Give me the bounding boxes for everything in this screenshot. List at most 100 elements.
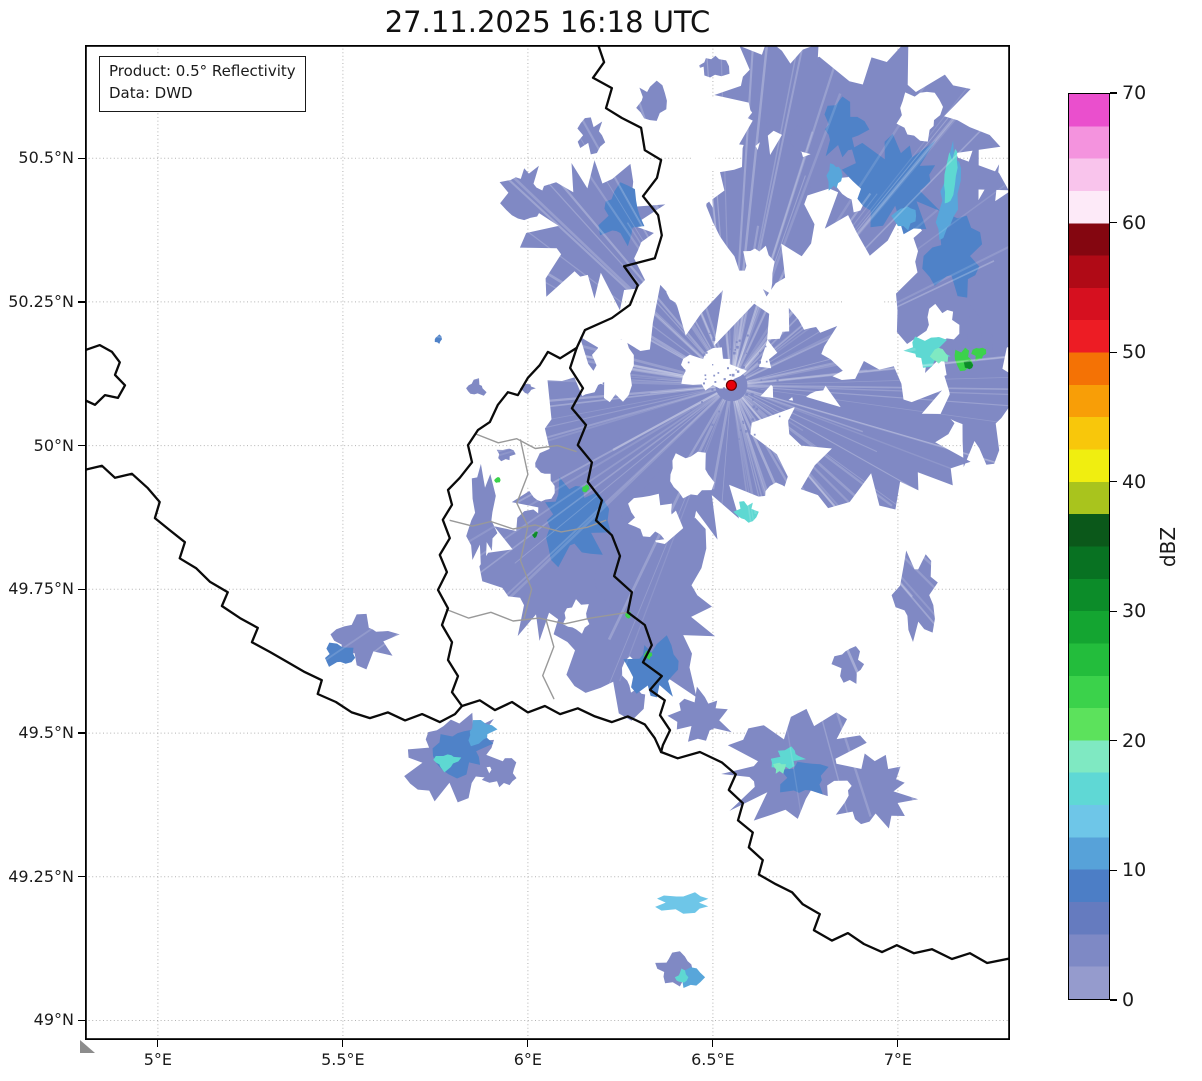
echo-speckle — [723, 378, 726, 381]
beam-streak — [736, 399, 894, 753]
echo-speckle — [745, 393, 748, 396]
colorbar-tick-label: 30 — [1122, 600, 1147, 623]
info-source-line: Data: DWD — [109, 83, 193, 102]
echo-gap — [627, 493, 673, 539]
beam-streak — [619, 400, 727, 682]
echo-speckle — [711, 423, 714, 426]
beam-streak — [515, 129, 722, 374]
beam-streak — [616, 365, 716, 385]
radar-echo — [577, 117, 606, 155]
beam-streak — [744, 393, 804, 432]
radar-echo — [598, 182, 645, 247]
beam-streak — [372, 53, 721, 376]
beam-streak — [383, 314, 716, 384]
y-tick — [78, 301, 85, 303]
echo-speckle — [778, 415, 781, 418]
radar-echo — [780, 761, 829, 795]
radar-echo — [733, 501, 759, 523]
x-tick-label: 6.5°E — [691, 1050, 735, 1069]
beam-streak — [740, 396, 914, 598]
radar-echo — [766, 307, 843, 416]
x-tick-label: 7°E — [883, 1050, 913, 1069]
beam-streak — [545, 179, 722, 374]
echo-speckle — [738, 339, 741, 342]
beam-streak — [740, 51, 1010, 374]
radar-echo — [971, 347, 987, 362]
colorbar-tick — [1110, 92, 1117, 94]
echo-speckle — [758, 361, 761, 364]
echo-speckle — [745, 352, 747, 354]
x-tick-label: 5°E — [143, 1050, 173, 1069]
beam-streak — [303, 124, 719, 379]
radar-echo — [922, 214, 983, 298]
beam-streak — [514, 395, 720, 564]
beam-streak — [741, 396, 1010, 715]
y-tick-label: 49.75°N — [8, 579, 74, 599]
radar-echo — [944, 148, 958, 204]
colorbar-tick-label: 20 — [1122, 729, 1147, 752]
beam-streak — [732, 300, 746, 370]
beam-streak — [492, 385, 716, 407]
beam-streak — [705, 45, 731, 370]
radar-echo — [705, 120, 815, 297]
beam-streak — [734, 400, 880, 928]
echo-speckle — [742, 422, 745, 424]
beam-streak — [747, 385, 1010, 407]
echo-gap — [760, 482, 799, 526]
echo-speckle — [758, 389, 761, 392]
beam-streak — [733, 45, 799, 370]
echo-speckle — [765, 360, 768, 363]
y-tick — [78, 876, 85, 878]
y-tick — [78, 732, 85, 734]
y-tick-label: 49.25°N — [8, 866, 74, 886]
echo-speckle — [701, 401, 703, 403]
echo-speckle — [743, 388, 746, 391]
colorbar-tick-label: 10 — [1122, 859, 1147, 882]
radar-echo — [891, 550, 938, 642]
beam-streak — [739, 192, 872, 373]
beam-streak — [747, 377, 1010, 386]
echo-speckle — [752, 398, 754, 401]
echo-speckle — [703, 353, 706, 356]
echo-speckle — [731, 373, 735, 377]
beam-streak — [735, 271, 771, 371]
radar-echo — [636, 80, 667, 121]
radar-echo — [481, 758, 517, 788]
beam-streak — [741, 395, 1010, 665]
echo-speckle — [734, 349, 737, 351]
radar-echo — [674, 968, 689, 983]
beam-streak — [740, 48, 1010, 374]
beam-streak — [393, 62, 721, 376]
echo-gap — [743, 245, 775, 305]
echo-speckle — [683, 369, 686, 371]
echo-speckle — [760, 379, 763, 382]
radar-echo — [773, 762, 786, 774]
radar-echo — [835, 753, 919, 829]
beam-streak — [608, 315, 719, 379]
echo-speckle — [742, 420, 744, 423]
beam-streak — [747, 387, 1010, 425]
beam-streak — [743, 278, 858, 376]
echo-speckle — [752, 405, 756, 409]
echo-speckle — [736, 370, 740, 373]
radar-echo — [903, 336, 951, 368]
colorbar-tick — [1110, 351, 1117, 353]
echo-speckle — [759, 352, 761, 355]
plot-frame-layer — [85, 45, 1010, 1040]
radar-echo — [434, 334, 442, 344]
beam-streak — [733, 400, 758, 515]
echo-speckle — [735, 369, 737, 371]
echo-gap — [714, 604, 756, 654]
radar-echo — [545, 477, 611, 568]
page-title: 27.11.2025 16:18 UTC — [384, 5, 711, 39]
radar-site-layer — [683, 332, 781, 440]
echo-speckle — [729, 374, 732, 376]
echo-speckle — [729, 348, 731, 350]
beam-streak — [337, 319, 716, 384]
echo-gap — [681, 347, 747, 391]
map-plot-area — [85, 45, 1010, 1040]
beam-streak — [509, 399, 726, 928]
colorbar-gradient — [1069, 94, 1109, 999]
beam-streak — [746, 389, 864, 433]
beam-streak — [736, 175, 806, 371]
